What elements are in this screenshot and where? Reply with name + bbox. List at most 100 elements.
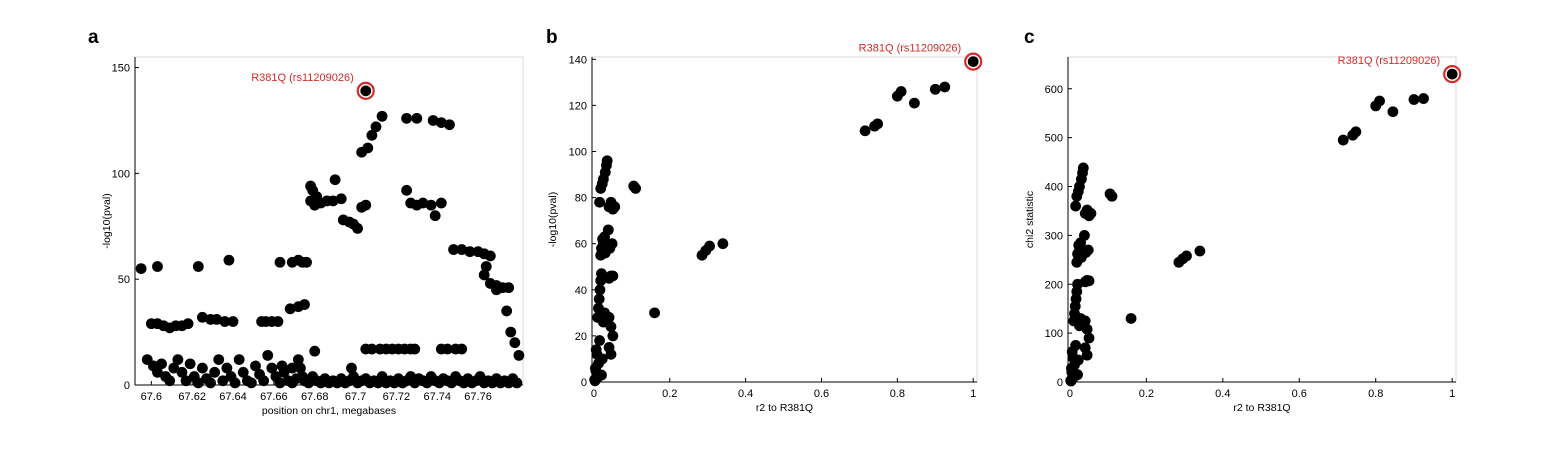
data-point xyxy=(717,238,729,250)
data-point xyxy=(1072,354,1084,366)
data-point xyxy=(435,197,447,209)
y-tick-label: 50 xyxy=(118,274,130,286)
y-tick-label: 100 xyxy=(569,147,587,159)
chart-panel-b: b 0 0.2 0.4 0.6 0.8 1 0 20 40 60 80 100 120 140 r2 to R… xyxy=(546,27,983,414)
y-tick-label: 200 xyxy=(1045,279,1063,291)
x-tick-label: 0.2 xyxy=(1139,388,1154,400)
data-point xyxy=(509,337,521,349)
data-point xyxy=(292,354,304,366)
x-tick-label: 67.6 xyxy=(141,391,162,403)
data-point xyxy=(590,362,601,374)
data-point xyxy=(299,299,310,310)
data-point xyxy=(1181,250,1192,262)
data-point xyxy=(1083,275,1095,287)
panel-letter-a: a xyxy=(88,27,99,48)
data-point xyxy=(205,377,216,389)
data-point xyxy=(590,344,602,356)
data-point xyxy=(411,112,423,124)
data-point xyxy=(192,377,204,389)
data-point xyxy=(511,377,523,389)
x-tick-label: 1 xyxy=(970,388,976,400)
data-point xyxy=(425,199,437,211)
data-point xyxy=(1079,229,1090,241)
data-point xyxy=(223,254,235,266)
y-tick-label: 20 xyxy=(575,331,587,343)
x-tick-label: 67.64 xyxy=(219,391,247,403)
y-tick-label: 600 xyxy=(1045,84,1063,96)
data-point xyxy=(1082,244,1094,256)
data-point xyxy=(401,184,412,196)
data-point xyxy=(272,316,284,327)
data-point xyxy=(448,244,459,255)
x-axis-label: r2 to R381Q xyxy=(1233,402,1290,414)
data-point xyxy=(309,345,321,357)
y-axis-label: -log10(pval) xyxy=(547,192,559,247)
x-tick-label: 0 xyxy=(1067,388,1073,400)
highlight-annotation: R381Q (rs11209026) xyxy=(859,43,962,55)
data-point xyxy=(609,201,621,213)
data-point xyxy=(274,377,286,389)
data-point xyxy=(1337,134,1349,146)
data-point xyxy=(172,354,184,366)
y-tick-label: 0 xyxy=(1057,377,1063,389)
data-point xyxy=(180,375,192,387)
plot-frame xyxy=(591,56,978,383)
y-tick-label: 400 xyxy=(1045,182,1063,194)
x-tick-label: 0.4 xyxy=(1215,388,1230,400)
y-tick-label: 300 xyxy=(1045,230,1063,242)
data-point xyxy=(589,375,601,387)
y-tick-label: 500 xyxy=(1045,133,1063,145)
x-tick-label: 67.72 xyxy=(383,391,411,403)
y-tick-label: 0 xyxy=(124,380,130,392)
data-point xyxy=(1070,200,1082,212)
x-tick-label: 67.74 xyxy=(423,391,451,403)
data-point xyxy=(335,193,347,205)
data-point xyxy=(1081,323,1093,335)
data-point xyxy=(605,321,617,333)
chart-panel-a: a 67.6 67.62 67.64 67.66 67.68 67.7 67.72 67.74 6… xyxy=(88,27,525,417)
y-tick-label: 120 xyxy=(569,100,587,112)
x-tick-label: 0.6 xyxy=(1292,388,1307,400)
data-point xyxy=(286,362,298,374)
highlight-ring xyxy=(1443,65,1462,84)
y-axis-label: -log10(pval) xyxy=(101,193,113,248)
highlight-ring xyxy=(964,52,983,71)
data-point xyxy=(258,375,270,387)
x-tick-label: 67.76 xyxy=(464,391,492,403)
data-point xyxy=(229,377,241,389)
x-tick-label: 0 xyxy=(591,388,597,400)
data-point xyxy=(859,125,871,137)
data-point xyxy=(491,284,502,296)
data-point xyxy=(227,316,239,327)
data-point xyxy=(601,155,613,167)
data-point xyxy=(278,366,290,378)
data-point xyxy=(209,366,221,378)
data-point xyxy=(192,261,204,272)
chart-panel-c: c 0 0.2 0.4 0.6 0.8 1 0 100 200 300 400 500 600 r2 to … xyxy=(1024,27,1462,414)
panel-letter-b: b xyxy=(546,27,558,48)
x-tick-label: 0.6 xyxy=(814,388,829,400)
plot-frame xyxy=(134,56,524,386)
data-point xyxy=(295,362,306,374)
data-point xyxy=(362,142,374,154)
data-point xyxy=(266,362,278,374)
data-point xyxy=(1083,332,1095,344)
data-point xyxy=(156,358,167,370)
data-point xyxy=(1066,346,1078,358)
x-axis-label: r2 to R381Q xyxy=(756,402,813,414)
data-point xyxy=(442,343,453,355)
data-point xyxy=(649,307,660,319)
data-point xyxy=(284,303,296,315)
data-point xyxy=(872,118,884,130)
data-point xyxy=(704,240,715,252)
data-point xyxy=(929,83,941,95)
data-point xyxy=(182,318,194,330)
data-point xyxy=(409,343,421,355)
data-point xyxy=(401,112,412,124)
data-point xyxy=(1374,95,1385,107)
data-point xyxy=(366,343,378,355)
data-point xyxy=(217,375,229,387)
highlight-point xyxy=(360,85,372,97)
data-point xyxy=(596,353,608,365)
data-point xyxy=(513,349,525,361)
